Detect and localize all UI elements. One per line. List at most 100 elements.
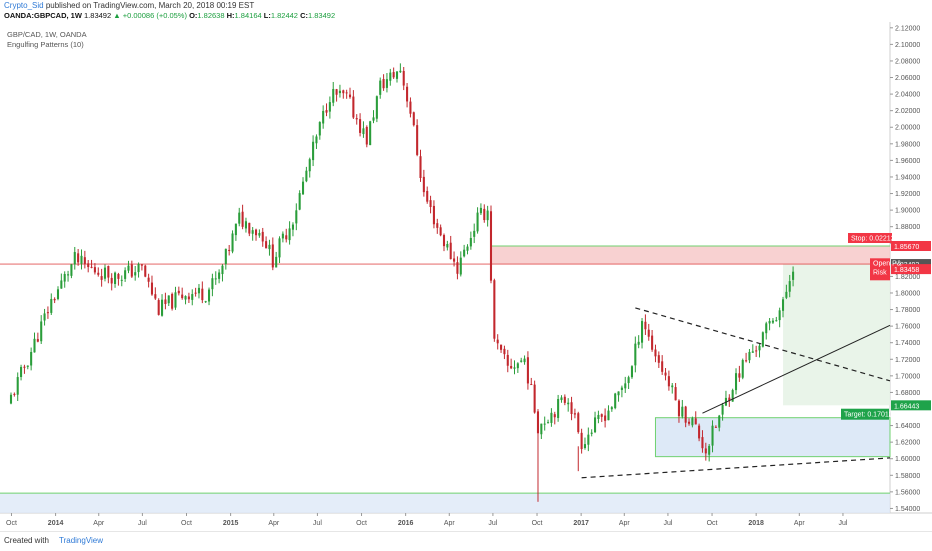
- change-value: ▲ +0.00086 (+0.05%): [113, 11, 187, 20]
- candle-up: [516, 363, 519, 369]
- candle-up: [67, 274, 70, 276]
- time-tick-label: Oct: [707, 520, 718, 527]
- candle-down: [698, 425, 701, 439]
- candle-down: [429, 200, 432, 208]
- ascending-support-trendline[interactable]: [581, 457, 891, 479]
- candle-down: [117, 274, 120, 279]
- stop-price-tag: 1.85670: [894, 244, 919, 251]
- candle-up: [305, 170, 308, 182]
- stop-price-tag-bg: [891, 240, 931, 251]
- candle-up: [184, 296, 187, 300]
- candle-up: [785, 291, 788, 298]
- candle-down: [325, 110, 328, 113]
- candle-down: [644, 321, 647, 330]
- candle-down: [77, 253, 80, 263]
- candle-up: [137, 264, 140, 273]
- support-zone[interactable]: [0, 493, 890, 513]
- candle-up: [275, 256, 278, 268]
- candle-up: [328, 102, 331, 112]
- candle-up: [550, 412, 553, 423]
- candle-up: [63, 273, 66, 282]
- candle-down: [402, 70, 405, 86]
- candle-down: [261, 231, 264, 242]
- candle-down: [228, 249, 231, 251]
- candle-down: [453, 258, 456, 262]
- candle-up: [298, 193, 301, 210]
- tradingview-brand[interactable]: TradingView: [59, 536, 104, 545]
- candle-up: [268, 244, 271, 250]
- price-chart[interactable]: 2.12000 2.10000 2.08000 2.06000 2.04000 2.020…: [0, 0, 932, 531]
- candle-up: [473, 230, 476, 237]
- candle-up: [567, 402, 570, 405]
- time-tick-label: Apr: [444, 520, 456, 527]
- candle-down: [194, 292, 197, 294]
- candle-up: [630, 366, 634, 378]
- candle-up: [60, 280, 63, 289]
- candle-up: [523, 358, 526, 363]
- candle-up: [594, 417, 597, 433]
- price-tick-label: 1.82000: [895, 274, 920, 281]
- candle-up: [103, 267, 107, 279]
- candle-up: [80, 255, 83, 264]
- candle-up: [466, 246, 469, 251]
- price-tick-label: 1.72000: [895, 357, 920, 364]
- candle-up: [708, 445, 711, 455]
- candle-down: [157, 300, 160, 315]
- candle-down: [110, 277, 113, 284]
- candle-down: [36, 339, 39, 342]
- author-link[interactable]: Crypto_Sid: [4, 1, 44, 10]
- candle-up: [191, 294, 194, 300]
- candle-up: [463, 249, 466, 257]
- symbol-label: OANDA:GBPCAD, 1W: [4, 11, 82, 20]
- candle-up: [751, 351, 754, 353]
- candle-up: [788, 281, 791, 292]
- candle-down: [130, 264, 133, 277]
- candle-up: [513, 367, 516, 369]
- candle-down: [365, 126, 368, 145]
- candle-up: [469, 237, 472, 247]
- candle-down: [647, 329, 650, 337]
- candle-down: [442, 235, 446, 247]
- candle-down: [738, 373, 741, 378]
- candle-up: [50, 298, 53, 313]
- candle-down: [728, 397, 731, 401]
- entry-price-tag: 1.83458: [894, 267, 919, 274]
- target-annotation[interactable]: Target: 0.17010: [844, 412, 893, 419]
- candle-up: [395, 71, 399, 79]
- candle-up: [379, 80, 382, 95]
- candle-down: [355, 118, 358, 120]
- candle-up: [389, 72, 392, 81]
- price-tick-label: 1.90000: [895, 208, 920, 215]
- descending-trendline[interactable]: [635, 307, 891, 382]
- price-tick-label: 1.78000: [895, 307, 920, 314]
- candle-down: [187, 296, 190, 300]
- time-tick-label: Jul: [138, 520, 147, 527]
- candle-up: [761, 332, 764, 347]
- candle-down: [352, 96, 355, 118]
- price-tick-label: 1.62000: [895, 440, 920, 447]
- price-tick-label: 2.00000: [895, 125, 920, 132]
- candle-down: [171, 293, 174, 309]
- demand-zone[interactable]: [654, 417, 891, 458]
- candle-down: [248, 222, 251, 234]
- candle-up: [291, 224, 294, 230]
- time-tick-label: Jul: [663, 520, 672, 527]
- price-tick-label: 1.94000: [895, 174, 920, 181]
- candle-down: [285, 235, 288, 240]
- candle-down: [456, 262, 459, 274]
- high-value: 1.84164: [234, 11, 262, 20]
- target-zone[interactable]: [783, 264, 890, 406]
- candle-down: [241, 211, 244, 227]
- candle-up: [332, 88, 335, 103]
- time-tick-label: Oct: [532, 520, 543, 527]
- candle-up: [543, 423, 546, 425]
- candle-down: [577, 413, 580, 433]
- candle-down: [409, 101, 412, 114]
- resistance-zone[interactable]: [490, 245, 890, 265]
- candle-down: [684, 406, 687, 423]
- candle-down: [90, 266, 93, 268]
- rising-trendline[interactable]: [702, 324, 891, 414]
- stop-annotation[interactable]: Stop: 0.02212: [851, 235, 895, 242]
- price-tick-label: 1.68000: [895, 390, 920, 397]
- candle-down: [144, 265, 147, 277]
